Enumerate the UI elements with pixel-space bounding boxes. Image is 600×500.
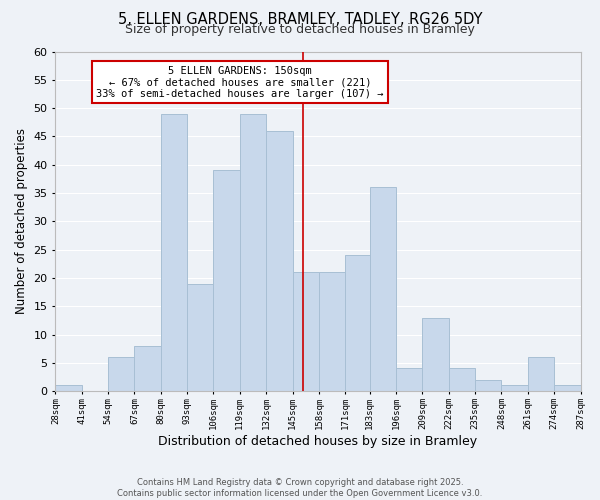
Bar [345,256,370,391]
Bar [134,346,161,391]
Text: 5 ELLEN GARDENS: 150sqm
← 67% of detached houses are smaller (221)
33% of semi-d: 5 ELLEN GARDENS: 150sqm ← 67% of detache… [96,66,383,99]
Bar [396,368,422,391]
X-axis label: Distribution of detached houses by size in Bramley: Distribution of detached houses by size … [158,434,478,448]
Bar [319,272,345,391]
Bar [370,188,396,391]
Bar [554,386,581,391]
Bar [55,386,82,391]
Bar [528,357,554,391]
Bar [187,284,214,391]
Text: Contains HM Land Registry data © Crown copyright and database right 2025.
Contai: Contains HM Land Registry data © Crown c… [118,478,482,498]
Bar [293,272,319,391]
Bar [449,368,475,391]
Bar [161,114,187,391]
Text: 5, ELLEN GARDENS, BRAMLEY, TADLEY, RG26 5DY: 5, ELLEN GARDENS, BRAMLEY, TADLEY, RG26 … [118,12,482,28]
Bar [475,380,502,391]
Bar [240,114,266,391]
Bar [214,170,240,391]
Bar [266,130,293,391]
Bar [502,386,528,391]
Y-axis label: Number of detached properties: Number of detached properties [15,128,28,314]
Bar [422,318,449,391]
Text: Size of property relative to detached houses in Bramley: Size of property relative to detached ho… [125,22,475,36]
Bar [108,357,134,391]
